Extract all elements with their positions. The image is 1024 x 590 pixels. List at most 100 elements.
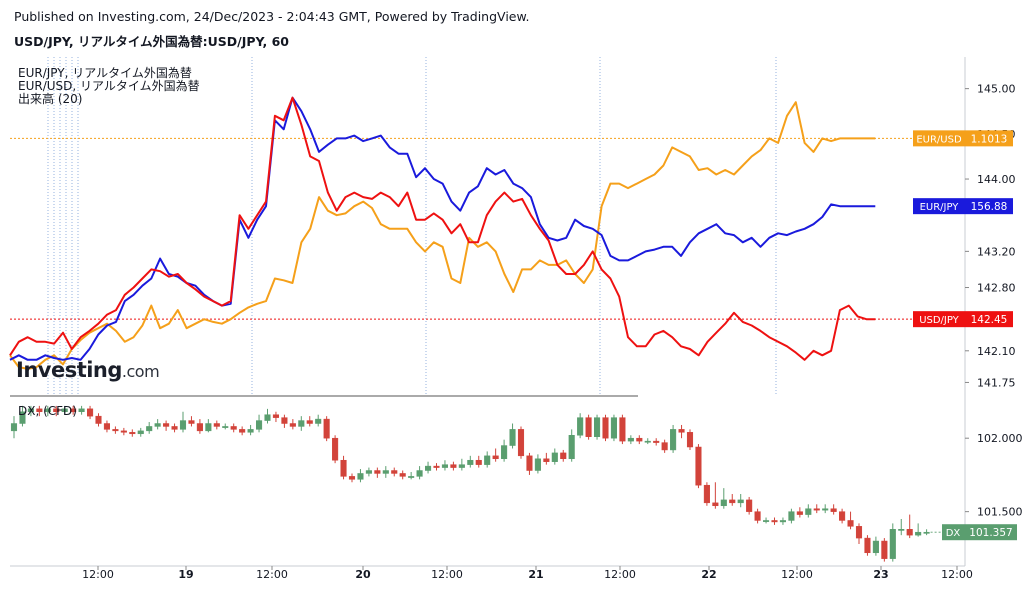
dx-candle-body — [754, 511, 761, 521]
xtick-label-9: 23 — [873, 568, 888, 581]
label-usdjpy-value: 142.45 — [971, 314, 1008, 326]
dx-candle-body — [247, 429, 254, 433]
dx-candle-body — [298, 420, 305, 427]
dx-candle-body — [196, 423, 203, 432]
dx-candle-body — [594, 417, 601, 437]
xtick-label-6: 12:00 — [604, 568, 636, 581]
dx-candle-body — [712, 502, 719, 507]
dx-candle-body — [484, 455, 491, 465]
dx-candle-body — [10, 423, 18, 432]
dx-candle-body — [670, 429, 677, 451]
dx-candle-body — [256, 420, 263, 430]
dx-candle-body — [137, 430, 144, 435]
label-usdjpy: USD/JPY 142.45 — [913, 311, 1013, 328]
dx-candle-body — [272, 414, 279, 418]
dx-candle-body — [602, 417, 609, 439]
label-usdjpy-value-bg — [965, 311, 1013, 328]
dx-label-name-bg — [942, 524, 965, 541]
dx-candle-body — [813, 508, 820, 511]
legend-volume: 出来高 (20) — [18, 92, 83, 106]
dx-candle-body — [855, 526, 863, 539]
label-eurjpy-value-bg — [965, 198, 1013, 215]
label-eurjpy-name-bg — [913, 198, 965, 215]
series-eurjpy-line — [9, 96, 876, 361]
chart-title: USD/JPY, リアルタイム外国為替:USD/JPY, 60 — [14, 34, 289, 49]
xtick-label-1: 19 — [178, 568, 193, 581]
dx-candle-body — [644, 440, 651, 443]
dx-candle-body — [264, 414, 271, 421]
dx-candle-body — [501, 445, 508, 460]
dx-candle-body — [839, 511, 846, 521]
label-eurjpy: EUR/JPY 156.88 — [913, 198, 1013, 215]
dx-candle-body — [171, 426, 178, 430]
dx-candle-body — [636, 437, 643, 442]
dx-candle-body — [720, 499, 727, 507]
dx-candle-body — [112, 429, 119, 432]
dx-candle-body — [450, 464, 457, 468]
label-eurusd: EUR/USD 1.1013 — [913, 130, 1013, 147]
dx-candle-body — [458, 464, 465, 468]
dx-candle-body — [906, 529, 913, 536]
xtick-label-7: 22 — [701, 568, 716, 581]
dx-candle-body — [923, 531, 930, 534]
dx-candle-body — [340, 459, 347, 477]
label-eurjpy-name: EUR/JPY — [920, 202, 960, 213]
dx-candle-body — [357, 473, 364, 480]
dx-candle-body — [205, 423, 212, 432]
published-info: Published on Investing.com, 24/Dec/2023 … — [14, 9, 530, 24]
dx-candle-body — [492, 455, 499, 460]
dx-candle-body — [146, 426, 153, 432]
dx-candle-body — [391, 470, 398, 474]
dx-candle-body — [534, 458, 541, 471]
dx-candle-body — [577, 417, 584, 436]
dx-candle-body — [163, 423, 170, 427]
dx-candle-body — [822, 508, 829, 511]
dx-candle-body — [585, 417, 592, 437]
ytick-label-1: 142.10 — [977, 345, 1016, 358]
dx-candle-body — [348, 476, 356, 480]
dx-candle-body — [509, 429, 516, 446]
dx-candle-body — [188, 420, 195, 424]
ytick-label-2: 142.80 — [977, 282, 1016, 295]
dx-candle-body — [881, 540, 888, 559]
xtick-label-5: 21 — [528, 568, 543, 581]
dx-candle-body — [796, 511, 803, 515]
legend-eurjpy: EUR/JPY, リアルタイム外国為替 — [18, 66, 192, 80]
xtick-label-4: 12:00 — [431, 568, 463, 581]
dx-candle-body — [323, 418, 330, 439]
dx-candle-body — [70, 408, 77, 413]
dx-candle-body — [467, 459, 474, 465]
dx-candle-body — [864, 537, 871, 554]
dx-candle-body — [425, 465, 432, 471]
dx-candle-body — [441, 464, 448, 468]
dx-legend: DX, (CFD) — [18, 404, 77, 418]
dx-candle-body — [889, 529, 896, 559]
dx-candle-body — [703, 484, 710, 504]
dx-candle-body — [737, 499, 744, 504]
dx-candle-body — [44, 408, 51, 413]
dx-candle-body — [103, 423, 111, 430]
dx-candle-body — [653, 440, 660, 443]
dx-candle-body — [475, 459, 482, 465]
dx-candle-body — [95, 415, 102, 424]
dx-label-name: DX — [946, 528, 961, 539]
dx-candle-body — [332, 437, 339, 461]
dx-candle-body — [610, 417, 618, 439]
xtick-label-3: 20 — [355, 568, 371, 581]
ytick-label-3: 143.20 — [977, 245, 1016, 258]
dx-candle-body — [365, 470, 372, 474]
dx-candle-body — [568, 435, 575, 460]
label-eurjpy-value: 156.88 — [971, 201, 1008, 213]
ytick-label-0: 141.75 — [977, 376, 1016, 389]
dx-candle-body — [543, 458, 550, 462]
dx-candle-body — [374, 470, 381, 474]
dx-candle-body — [382, 470, 389, 474]
label-usdjpy-name-bg — [913, 311, 965, 328]
label-eurusd-value-bg — [965, 130, 1013, 147]
dx-candle-body — [416, 470, 423, 477]
dx-ytick-label-1: 102.000 — [977, 432, 1023, 445]
dx-candle-body — [306, 420, 313, 424]
dx-candle-body — [678, 429, 685, 433]
dx-candle-body — [788, 511, 795, 521]
